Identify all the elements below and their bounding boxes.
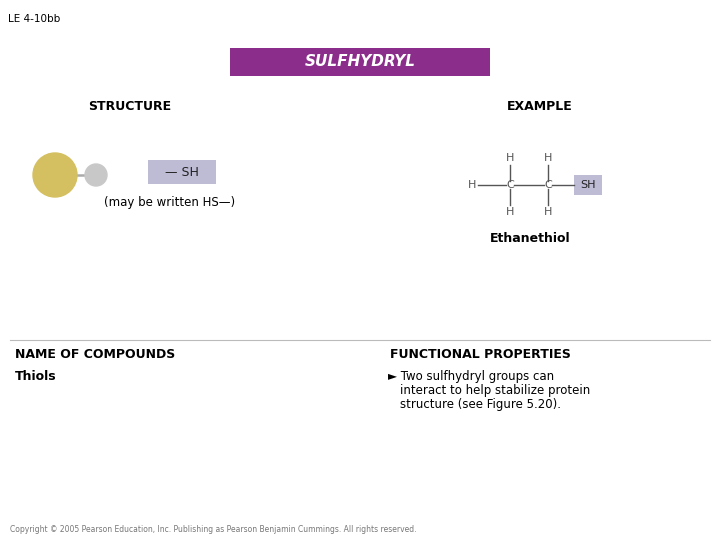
- FancyBboxPatch shape: [574, 175, 602, 195]
- Text: FUNCTIONAL PROPERTIES: FUNCTIONAL PROPERTIES: [390, 348, 571, 361]
- FancyBboxPatch shape: [148, 160, 216, 184]
- Text: C: C: [506, 180, 514, 190]
- Text: EXAMPLE: EXAMPLE: [507, 100, 573, 113]
- Text: Ethanethiol: Ethanethiol: [490, 232, 570, 245]
- Text: interact to help stabilize protein: interact to help stabilize protein: [400, 384, 590, 397]
- Circle shape: [33, 153, 77, 197]
- Text: SULFHYDRYL: SULFHYDRYL: [305, 55, 415, 70]
- Circle shape: [85, 164, 107, 186]
- Text: ► Two sulfhydryl groups can: ► Two sulfhydryl groups can: [388, 370, 554, 383]
- Text: H: H: [506, 153, 514, 163]
- Text: H: H: [544, 153, 552, 163]
- FancyBboxPatch shape: [230, 48, 490, 76]
- Text: Thiols: Thiols: [15, 370, 57, 383]
- Text: LE 4-10bb: LE 4-10bb: [8, 14, 60, 24]
- Text: NAME OF COMPOUNDS: NAME OF COMPOUNDS: [15, 348, 175, 361]
- Text: C: C: [544, 180, 552, 190]
- Text: SH: SH: [580, 180, 595, 190]
- Text: H: H: [544, 207, 552, 217]
- Text: STRUCTURE: STRUCTURE: [89, 100, 171, 113]
- Text: structure (see Figure 5.20).: structure (see Figure 5.20).: [400, 398, 561, 411]
- Text: (may be written HS—): (may be written HS—): [104, 196, 235, 209]
- Text: H: H: [506, 207, 514, 217]
- Text: H: H: [467, 180, 476, 190]
- Text: — SH: — SH: [165, 165, 199, 179]
- Text: Copyright © 2005 Pearson Education, Inc. Publishing as Pearson Benjamin Cummings: Copyright © 2005 Pearson Education, Inc.…: [10, 525, 416, 534]
